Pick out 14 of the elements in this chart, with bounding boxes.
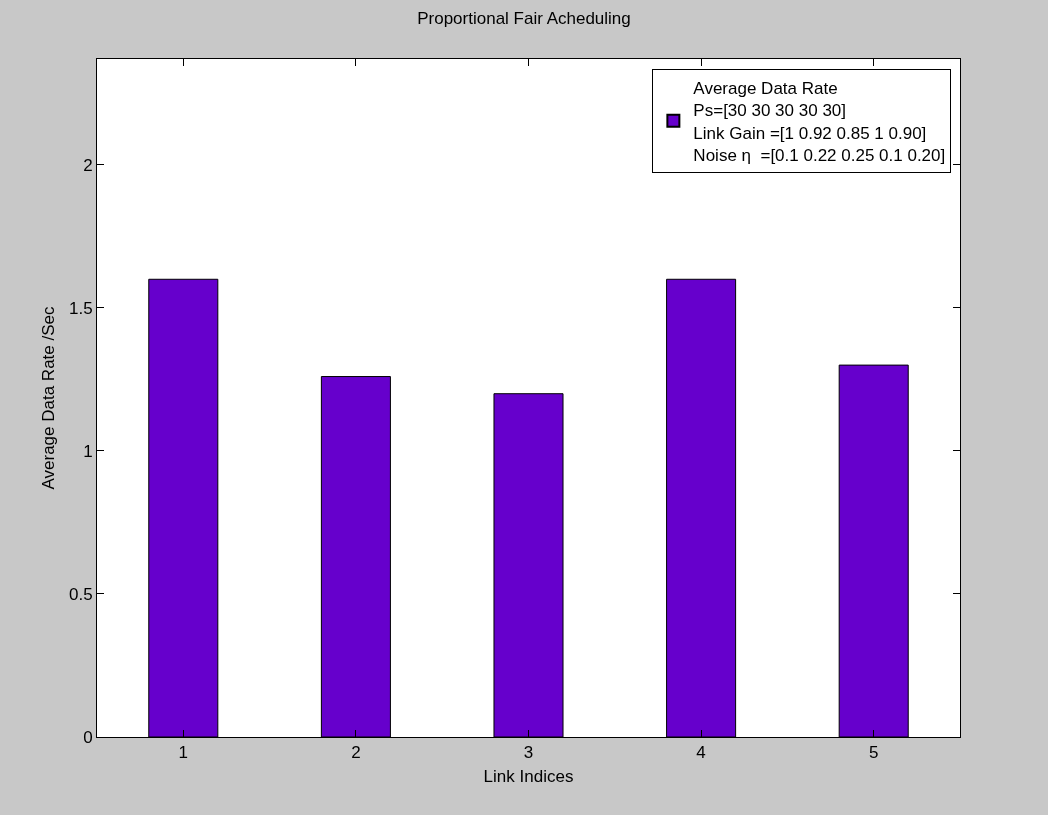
y-tick-label: 0.5 — [68, 584, 93, 604]
x-tick-label: 1 — [178, 743, 189, 763]
legend-label: Average Data Rate Ps=[30 30 30 30 30] Link Gain =[1 0.92 0.85 1 0.90] Noise η =[0.1 0.22 0.25 0.1 0.20] — [693, 79, 946, 165]
x-tick-label: 5 — [868, 743, 879, 763]
y-axis-title: Average Data Rate /Sec — [38, 305, 58, 490]
x-tick-label: 2 — [351, 743, 361, 763]
x-tick-label: 3 — [523, 743, 534, 763]
chart-title: Proportional Fair Acheduling — [417, 9, 631, 29]
y-tick-label: 1.5 — [68, 298, 93, 318]
x-tick-label: 4 — [696, 743, 706, 763]
y-tick-label: 0 — [83, 727, 93, 747]
x-axis-title: Link Indices — [483, 766, 574, 786]
y-tick-label: 2 — [83, 155, 93, 175]
y-tick-label: 1 — [83, 441, 93, 461]
